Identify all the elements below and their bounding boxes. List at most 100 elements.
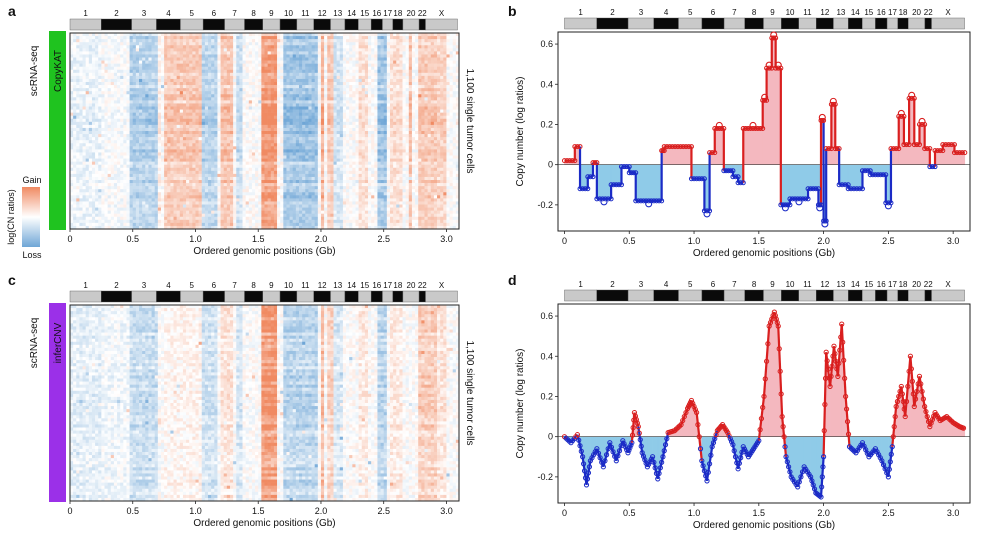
panel-b-point-11-10 (688, 144, 694, 150)
panel-b-ylabel: Copy number (log ratios) (515, 76, 526, 186)
panel-b-point-44-2 (927, 146, 933, 152)
panel-c-chrom-label-22: 22 (418, 281, 427, 290)
panel-d-point-25-0 (694, 409, 700, 416)
panel-d-point-4-3 (586, 464, 593, 470)
panel-a-chrom-label-13: 13 (333, 9, 342, 18)
panel-a-legend-title: log(CN ratios) (6, 189, 16, 245)
panel-d-point-17-1 (651, 459, 657, 465)
panel-d-point-71-0 (922, 403, 928, 410)
panel-d-point-37-0 (756, 438, 762, 444)
panel-d-point-12-0 (629, 440, 635, 446)
panel-a-chrom-band-8 (244, 18, 263, 31)
panel-b-point-11-4 (672, 144, 678, 150)
panel-b-point-26-4 (815, 186, 821, 192)
panel-d-chrom-band-X (931, 289, 965, 302)
panel-b-xlabel: Ordered genomic positions (Gb) (693, 248, 835, 259)
panel-b-chrom-label-18: 18 (899, 8, 908, 17)
panel-d-point-54-1 (836, 360, 842, 366)
panel-b-point-9-3 (641, 198, 647, 204)
panel-b-point-25-6 (802, 196, 808, 202)
panel-b-point-19-1 (743, 125, 749, 131)
panel-b-point-43-1 (919, 121, 925, 127)
panel-b-point-26-3 (813, 186, 819, 192)
panel-d-point-27-2 (706, 461, 713, 467)
panel-c-chrom-band-6 (202, 290, 225, 303)
panel-b-point-36-1 (870, 172, 876, 178)
panel-d-chrom-label-17: 17 (888, 280, 897, 289)
panel-b-point-17-0 (730, 174, 736, 180)
panel-d-point-11-3 (628, 442, 634, 448)
panel-a-chrom-band-15 (358, 18, 372, 31)
panel-d-chrom-label-18: 18 (899, 280, 908, 289)
panel-b-point-42-0 (911, 142, 917, 148)
panel-d-point-8-0 (607, 440, 613, 446)
panel-d-chrom-label-12: 12 (820, 280, 829, 289)
panel-b-chrom-label-13: 13 (836, 8, 845, 17)
panel-d-chrom-band-10 (781, 289, 799, 302)
panel-d-point-55-1 (840, 339, 846, 345)
panel-b-point-6-0 (608, 182, 614, 188)
panel-a-chrom-band-5 (180, 18, 204, 31)
panel-b-point-38-3 (896, 146, 902, 152)
panel-b-peak-9 (645, 200, 653, 208)
panel-d-point-66-2 (900, 398, 906, 405)
panel-d-point-26-0 (699, 458, 705, 464)
panel-a-chrom-band-6 (202, 18, 225, 31)
panel-d-xtick-label-5: 2.5 (882, 508, 895, 518)
panel-b-ytick-label-1: 0 (548, 160, 553, 170)
panel-letter-a: a (8, 3, 16, 19)
panel-c-xtick-label-1: 0.5 (126, 506, 139, 516)
panel-b-point-4-1 (592, 160, 598, 166)
panel-b-point-18-0 (735, 180, 741, 186)
panel-a-chrom-band-13 (330, 18, 346, 31)
panel-a-chrom-label-18: 18 (393, 9, 402, 18)
panel-d-chrom-band-8 (744, 289, 764, 302)
panel-c-chrom-band-5 (180, 290, 204, 303)
panel-d-chrom-label-8: 8 (752, 280, 757, 289)
panel-d-point-33-2 (738, 455, 744, 461)
panel-b-point-6-4 (618, 182, 624, 188)
panel-d-point-26-1 (700, 463, 706, 469)
panel-c-chrom-band-7 (224, 290, 245, 303)
panel-d-point-41-3 (778, 391, 784, 397)
panel-d-chrom-band-14 (848, 289, 863, 302)
panel-b-point-12-4 (699, 176, 705, 182)
panel-d-chrom-label-15: 15 (864, 280, 873, 289)
panel-b-point-19-2 (745, 125, 751, 131)
panel-b-point-34-2 (851, 186, 857, 192)
panel-d-point-19-3 (664, 436, 670, 442)
panel-d-chrom-band-4 (653, 289, 679, 302)
panel-d-point-24-1 (690, 400, 696, 407)
panel-d-point-38-1 (762, 376, 768, 382)
panel-c-chrom-band-11 (296, 290, 315, 303)
panel-b-point-36-3 (875, 172, 881, 178)
panel-c-chrom-band-17 (382, 290, 394, 303)
panel-b-chrom-label-16: 16 (877, 8, 886, 17)
panel-a-legend-loss: Loss (22, 250, 42, 260)
panel-a-xtick-label-5: 2.5 (377, 234, 390, 244)
panel-d-point-8-2 (610, 449, 616, 455)
panel-b-point-19-4 (750, 125, 756, 131)
panel-b-point-16-2 (725, 168, 731, 174)
panel-d-point-8-3 (612, 453, 618, 459)
panel-a-chrom-band-7 (224, 18, 245, 31)
panel-d-point-50-2 (822, 401, 828, 408)
panel-d-point-51-1 (824, 358, 830, 364)
panel-d-point-45-0 (795, 484, 801, 490)
panel-d-point-49-2 (819, 474, 825, 480)
panel-a-chrom-band-X (425, 18, 458, 31)
panel-b-point-11-6 (678, 144, 684, 150)
panel-d-point-64-3 (892, 413, 898, 420)
panel-d-chrom-band-20 (908, 289, 926, 302)
panel-b-chrom-band-4 (653, 17, 679, 30)
panel-d-xtick-label-1: 0.5 (623, 508, 636, 518)
panel-d-point-31-0 (725, 430, 731, 436)
panel-b-point-42-2 (916, 142, 922, 148)
panel-letter-d: d (508, 272, 517, 288)
panel-d-point-24-0 (688, 397, 695, 404)
panel-b-point-3-2 (590, 174, 596, 180)
panel-b-point-7-2 (624, 164, 630, 170)
panel-d-point-3-2 (581, 468, 588, 474)
panel-d-point-43-0 (783, 454, 789, 460)
